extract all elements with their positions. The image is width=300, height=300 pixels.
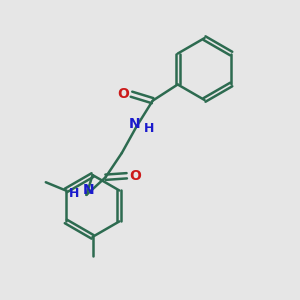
Text: N: N [83, 184, 94, 197]
Text: H: H [144, 122, 154, 135]
Text: N: N [129, 117, 141, 130]
Text: O: O [129, 169, 141, 183]
Text: H: H [69, 187, 79, 200]
Text: O: O [117, 87, 129, 101]
